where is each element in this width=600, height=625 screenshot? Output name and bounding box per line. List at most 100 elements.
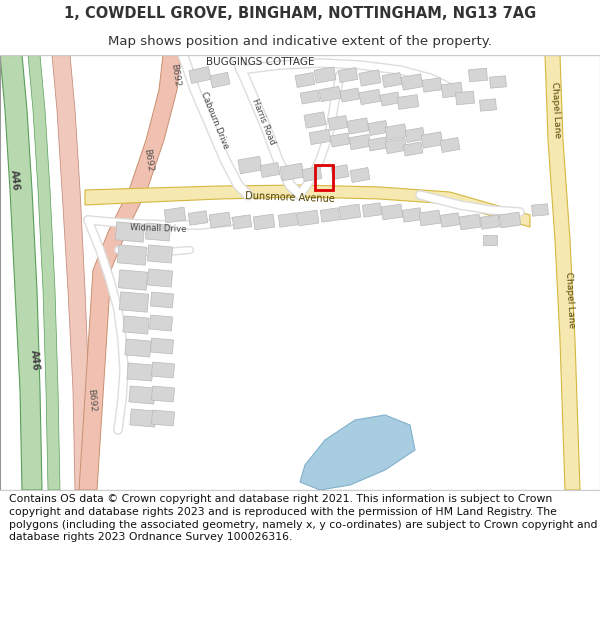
Bar — [382, 72, 402, 88]
Bar — [130, 409, 156, 427]
Bar — [338, 68, 358, 82]
Bar — [315, 165, 333, 190]
Bar — [123, 316, 149, 334]
Bar — [368, 121, 388, 136]
Text: Dunsmore Avenue: Dunsmore Avenue — [245, 191, 335, 204]
Bar — [232, 215, 252, 229]
Text: B692: B692 — [86, 388, 97, 412]
Bar — [210, 72, 230, 88]
Bar — [253, 214, 275, 230]
Polygon shape — [28, 55, 60, 490]
Bar — [129, 386, 155, 404]
Bar — [350, 168, 370, 182]
Bar — [151, 292, 173, 308]
Bar — [455, 91, 475, 105]
Bar — [339, 204, 361, 220]
Bar — [440, 138, 460, 152]
Bar — [148, 245, 173, 263]
Bar — [385, 124, 407, 140]
Bar — [401, 74, 423, 90]
Polygon shape — [545, 55, 580, 490]
Bar — [295, 72, 315, 88]
Bar — [422, 78, 442, 92]
Bar — [532, 204, 548, 216]
Text: Chapel Lane: Chapel Lane — [564, 272, 576, 328]
Bar — [302, 166, 322, 181]
Bar — [260, 162, 280, 177]
Text: Map shows position and indicative extent of the property.: Map shows position and indicative extent… — [108, 35, 492, 48]
Bar — [483, 235, 497, 245]
Bar — [441, 82, 463, 98]
Bar — [238, 156, 262, 174]
Bar — [419, 210, 441, 226]
Bar — [469, 68, 487, 82]
Bar — [304, 112, 326, 128]
Bar — [164, 207, 186, 223]
Bar — [319, 86, 341, 102]
Text: Widnall Drive: Widnall Drive — [130, 222, 187, 234]
Bar — [380, 92, 400, 106]
Bar — [403, 142, 423, 156]
Bar — [117, 245, 147, 265]
Bar — [145, 223, 170, 241]
Bar — [385, 138, 407, 154]
Bar — [480, 215, 500, 229]
Bar — [459, 214, 481, 230]
Bar — [189, 67, 211, 83]
Bar — [499, 212, 521, 228]
Bar — [405, 127, 425, 142]
Polygon shape — [52, 55, 91, 490]
Polygon shape — [300, 415, 415, 490]
Bar — [118, 270, 148, 290]
Bar — [278, 213, 298, 228]
Bar — [421, 132, 443, 148]
Bar — [479, 99, 496, 111]
Bar — [297, 210, 319, 226]
Polygon shape — [85, 185, 530, 227]
Bar — [151, 338, 173, 354]
Text: Cabourn Drive: Cabourn Drive — [199, 90, 230, 150]
Bar — [340, 88, 360, 102]
Bar — [381, 204, 403, 220]
Bar — [368, 137, 388, 151]
Bar — [148, 269, 173, 287]
Bar — [347, 118, 369, 134]
Bar — [314, 67, 336, 83]
Bar — [209, 212, 231, 228]
Bar — [309, 129, 331, 144]
Bar — [127, 363, 153, 381]
Text: B692: B692 — [142, 148, 154, 172]
Bar — [330, 133, 350, 147]
Bar — [300, 90, 320, 104]
Bar — [280, 163, 304, 181]
Bar — [151, 386, 175, 402]
Bar — [440, 213, 460, 228]
Bar — [115, 222, 145, 242]
Text: BUGGINGS COTTAGE: BUGGINGS COTTAGE — [206, 57, 314, 67]
Bar — [349, 134, 371, 149]
Text: 1, COWDELL GROVE, BINGHAM, NOTTINGHAM, NG13 7AG: 1, COWDELL GROVE, BINGHAM, NOTTINGHAM, N… — [64, 6, 536, 21]
Text: A46: A46 — [29, 349, 41, 371]
Bar — [188, 211, 208, 225]
Bar — [402, 208, 422, 222]
Bar — [149, 315, 173, 331]
Bar — [331, 165, 349, 179]
Polygon shape — [0, 55, 42, 490]
Bar — [320, 208, 340, 222]
Text: Chapel Lane: Chapel Lane — [550, 82, 562, 138]
Polygon shape — [79, 55, 181, 490]
Bar — [490, 76, 506, 88]
Bar — [359, 89, 381, 104]
Bar — [151, 410, 175, 426]
Bar — [119, 292, 149, 312]
Bar — [125, 339, 151, 357]
Text: Harris Road: Harris Road — [250, 98, 277, 146]
Bar — [328, 116, 348, 131]
Text: A46: A46 — [9, 169, 21, 191]
Bar — [362, 202, 382, 217]
Text: B692: B692 — [169, 63, 181, 87]
Bar — [397, 94, 419, 109]
Bar — [359, 70, 381, 86]
Bar — [151, 362, 175, 378]
Text: Contains OS data © Crown copyright and database right 2021. This information is : Contains OS data © Crown copyright and d… — [9, 494, 598, 542]
